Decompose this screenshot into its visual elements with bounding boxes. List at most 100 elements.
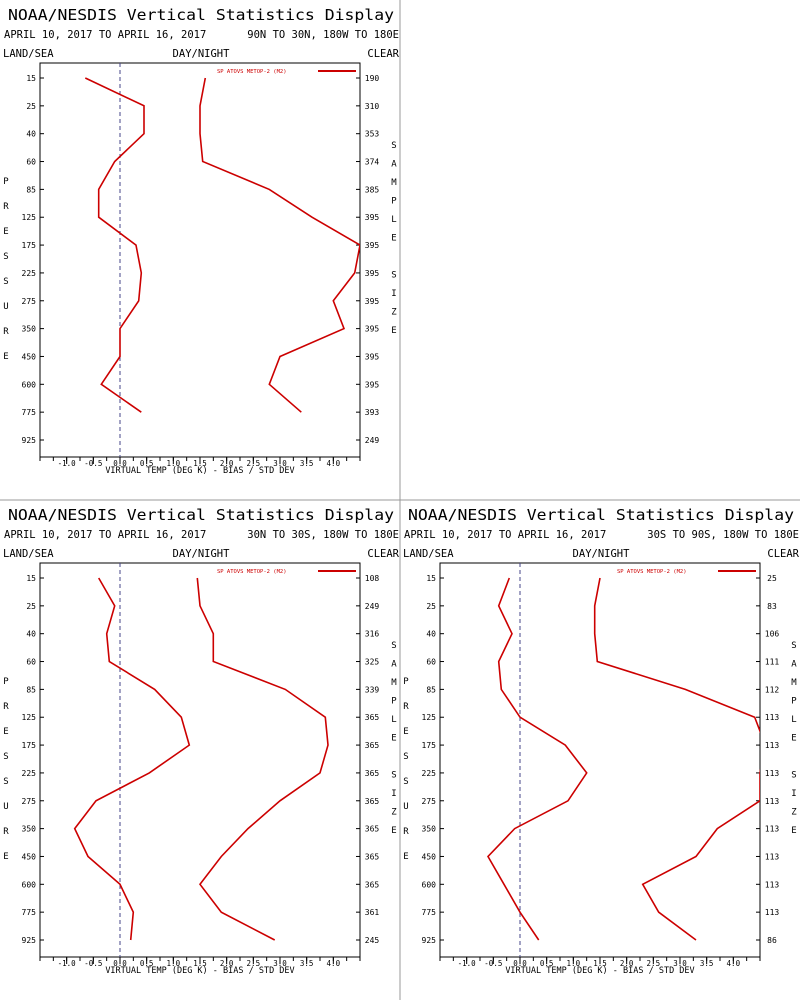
x-tick-label: 4.0: [727, 959, 741, 968]
x-tick-label: 3.5: [300, 459, 314, 468]
sample-size-axis-letter: I: [391, 289, 396, 299]
date-range: APRIL 10, 2017 TO APRIL 16, 2017: [404, 529, 606, 541]
std-dev-series-line: [199, 77, 360, 413]
pressure-tick-label: 15: [26, 574, 36, 583]
sample-size-label: 113: [765, 825, 780, 834]
pressure-tick-label: 925: [22, 436, 37, 445]
pressure-tick-label: 85: [426, 685, 436, 694]
sample-size-label: 395: [365, 269, 380, 278]
pressure-tick-label: 225: [22, 269, 37, 278]
x-tick-label: -0.5: [484, 959, 502, 968]
sample-size-label: 310: [365, 102, 380, 111]
pressure-tick-label: 775: [22, 408, 37, 417]
x-tick-label: -0.5: [84, 959, 102, 968]
sample-size-label: 393: [365, 408, 380, 417]
sample-size-label: 361: [365, 908, 380, 917]
sample-size-axis-letter: P: [391, 697, 397, 707]
x-axis-label: VIRTUAL TEMP (DEG K) - BIAS / STD DEV: [505, 966, 694, 976]
plot-frame: [39, 562, 361, 958]
pressure-axis-letter: S: [3, 252, 8, 262]
pressure-axis-letter: R: [3, 202, 9, 212]
x-tick-label: 3.0: [673, 959, 687, 968]
sample-size-axis-letter: S: [391, 141, 396, 151]
sample-size-label: 365: [365, 880, 380, 889]
sample-size-label: 108: [365, 574, 380, 583]
pressure-tick-label: 925: [422, 936, 437, 945]
pressure-tick-label: 350: [22, 325, 37, 334]
day-night-label: DAY/NIGHT: [573, 548, 631, 560]
sample-size-axis-letter: E: [791, 734, 796, 744]
sample-size-label: 113: [765, 713, 780, 722]
bias-series-line: [73, 577, 191, 941]
pressure-tick-label: 275: [422, 797, 437, 806]
sample-size-label: 249: [365, 602, 380, 611]
region-label: 30S TO 90S, 180W TO 180E: [647, 529, 799, 541]
pressure-tick-label: 350: [22, 825, 37, 834]
legend-label: SP ATOVS METOP-2 (M2): [217, 69, 287, 75]
pressure-tick-label: 60: [26, 658, 36, 667]
pressure-axis-letter: E: [3, 352, 8, 362]
pressure-axis-letter: R: [403, 702, 409, 712]
sample-size-label: 113: [765, 741, 780, 750]
day-night-label: DAY/NIGHT: [173, 48, 231, 60]
x-tick-label: 2.0: [220, 959, 234, 968]
sample-size-label: 395: [365, 241, 380, 250]
x-tick-label: 2.5: [247, 459, 261, 468]
sample-size-axis-letter: A: [791, 660, 797, 670]
x-tick-label: 1.0: [567, 959, 581, 968]
bias-series-line: [84, 77, 145, 413]
sample-size-axis-letter: E: [391, 326, 396, 336]
chart-panel-2: NOAA/NESDIS Vertical Statistics Display A…: [3, 506, 400, 976]
x-tick-label: 4.0: [327, 959, 341, 968]
sample-size-axis-letter: E: [791, 826, 796, 836]
sample-size-label: 113: [765, 852, 780, 861]
pressure-tick-label: 175: [22, 241, 37, 250]
pressure-tick-label: 600: [422, 880, 437, 889]
x-tick-label: 1.5: [193, 959, 207, 968]
std-dev-series-line: [593, 577, 760, 941]
sample-size-label: 395: [365, 352, 380, 361]
pressure-tick-label: 25: [26, 102, 36, 111]
date-range: APRIL 10, 2017 TO APRIL 16, 2017: [4, 29, 206, 41]
sample-size-axis-letter: Z: [791, 808, 797, 818]
pressure-tick-label: 925: [22, 936, 37, 945]
pressure-axis-letter: S: [403, 777, 408, 787]
pressure-tick-label: 125: [22, 213, 37, 222]
pressure-tick-label: 60: [26, 158, 36, 167]
pressure-tick-label: 40: [26, 630, 36, 639]
x-tick-label: -1.0: [458, 959, 477, 968]
pressure-axis-letter: P: [3, 177, 9, 187]
bias-series-line: [487, 577, 588, 941]
pressure-axis-letter: U: [3, 802, 8, 812]
sample-size-label: 83: [767, 602, 777, 611]
x-tick-label: 3.5: [300, 959, 314, 968]
sample-size-axis-letter: M: [391, 178, 397, 188]
pressure-axis-letter: U: [3, 302, 8, 312]
pressure-axis-letter: E: [3, 227, 8, 237]
pressure-axis-letter: E: [403, 852, 408, 862]
pressure-axis-letter: R: [403, 827, 409, 837]
pressure-axis-letter: S: [3, 777, 8, 787]
sample-size-axis-letter: S: [391, 641, 396, 651]
x-tick-label: 1.5: [193, 459, 207, 468]
sample-size-axis-letter: E: [391, 734, 396, 744]
pressure-tick-label: 600: [22, 380, 37, 389]
land-sea-label: LAND/SEA: [3, 48, 54, 60]
x-tick-label: 0.0: [113, 459, 127, 468]
x-tick-label: 0.0: [113, 959, 127, 968]
pressure-axis-letter: R: [3, 702, 9, 712]
pressure-axis-letter: E: [3, 727, 8, 737]
sample-size-axis-letter: P: [791, 697, 797, 707]
sample-size-axis-letter: Z: [391, 808, 397, 818]
sample-size-label: 374: [365, 158, 380, 167]
x-tick-label: 2.5: [247, 959, 261, 968]
pressure-tick-label: 125: [422, 713, 437, 722]
sample-size-label: 249: [365, 436, 380, 445]
pressure-tick-label: 85: [26, 185, 36, 194]
sample-size-axis-letter: P: [391, 197, 397, 207]
x-tick-label: 1.5: [593, 959, 607, 968]
pressure-tick-label: 15: [26, 74, 36, 83]
pressure-axis-letter: S: [3, 752, 8, 762]
legend-label: SP ATOVS METOP-2 (M2): [617, 569, 687, 575]
sample-size-axis-letter: Z: [391, 308, 397, 318]
